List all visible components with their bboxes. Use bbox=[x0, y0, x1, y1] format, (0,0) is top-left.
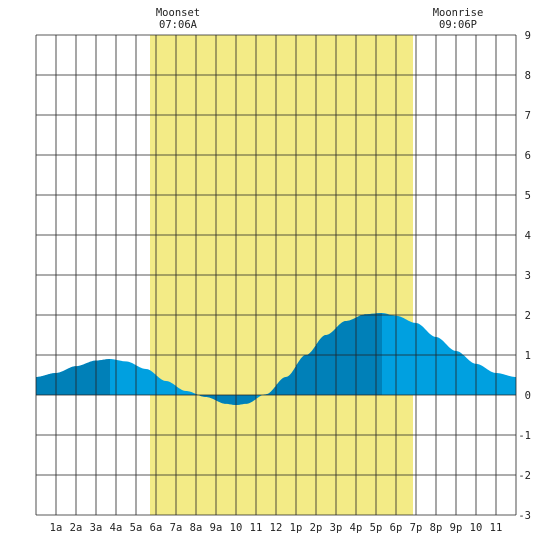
y-tick-label: 5 bbox=[525, 190, 531, 202]
y-tick-label: 9 bbox=[525, 30, 531, 42]
y-tick-label: 2 bbox=[525, 310, 531, 322]
x-tick-label: 10 bbox=[230, 522, 243, 534]
y-tick-label: 3 bbox=[525, 270, 531, 282]
tide-area-shade-2 bbox=[266, 313, 382, 395]
annotation-label: Moonrise bbox=[433, 7, 484, 19]
x-tick-label: 6a bbox=[150, 522, 163, 534]
x-tick-label: 5p bbox=[370, 522, 383, 534]
x-tick-label: 7p bbox=[410, 522, 423, 534]
x-tick-label: 1p bbox=[290, 522, 303, 534]
tide-area-shade-1 bbox=[196, 394, 256, 405]
x-tick-label: 9p bbox=[450, 522, 463, 534]
y-tick-label: -1 bbox=[518, 430, 531, 442]
x-tick-label: 5a bbox=[130, 522, 143, 534]
y-tick-label: 4 bbox=[525, 230, 531, 242]
y-tick-label: 1 bbox=[525, 350, 531, 362]
x-tick-label: 4a bbox=[110, 522, 123, 534]
x-tick-label: 2a bbox=[70, 522, 83, 534]
grid bbox=[35, 34, 517, 516]
x-tick-label: 11 bbox=[490, 522, 503, 534]
annotation-time: 07:06A bbox=[159, 19, 198, 31]
annotation-time: 09:06P bbox=[439, 19, 477, 31]
x-tick-label: 7a bbox=[170, 522, 183, 534]
x-tick-label: 9a bbox=[210, 522, 223, 534]
x-tick-label: 8a bbox=[190, 522, 203, 534]
x-tick-label: 6p bbox=[390, 522, 403, 534]
x-tick-label: 3a bbox=[90, 522, 103, 534]
y-tick-label: -3 bbox=[518, 510, 531, 522]
x-tick-label: 12 bbox=[270, 522, 283, 534]
x-tick-label: 1a bbox=[50, 522, 63, 534]
y-tick-label: -2 bbox=[518, 470, 531, 482]
x-tick-label: 2p bbox=[310, 522, 323, 534]
annotation-label: Moonset bbox=[156, 7, 200, 19]
x-tick-label: 8p bbox=[430, 522, 443, 534]
y-tick-label: 7 bbox=[525, 110, 531, 122]
x-tick-label: 4p bbox=[350, 522, 363, 534]
x-tick-label: 3p bbox=[330, 522, 343, 534]
y-tick-label: 6 bbox=[525, 150, 531, 162]
tide-area-shade-0 bbox=[36, 359, 110, 395]
x-tick-label: 10 bbox=[470, 522, 483, 534]
x-tick-label: 11 bbox=[250, 522, 263, 534]
y-tick-label: 8 bbox=[525, 70, 531, 82]
y-axis-labels: -3 -2 -1 0 1 2 3 4 5 6 7 8 9 bbox=[518, 30, 531, 522]
y-tick-label: 0 bbox=[525, 390, 531, 402]
x-axis-labels: 1a 2a 3a 4a 5a 6a 7a 8a 9a 10 11 12 1p 2p 3p 4p 5p 6p 7p 8p… bbox=[50, 522, 503, 534]
